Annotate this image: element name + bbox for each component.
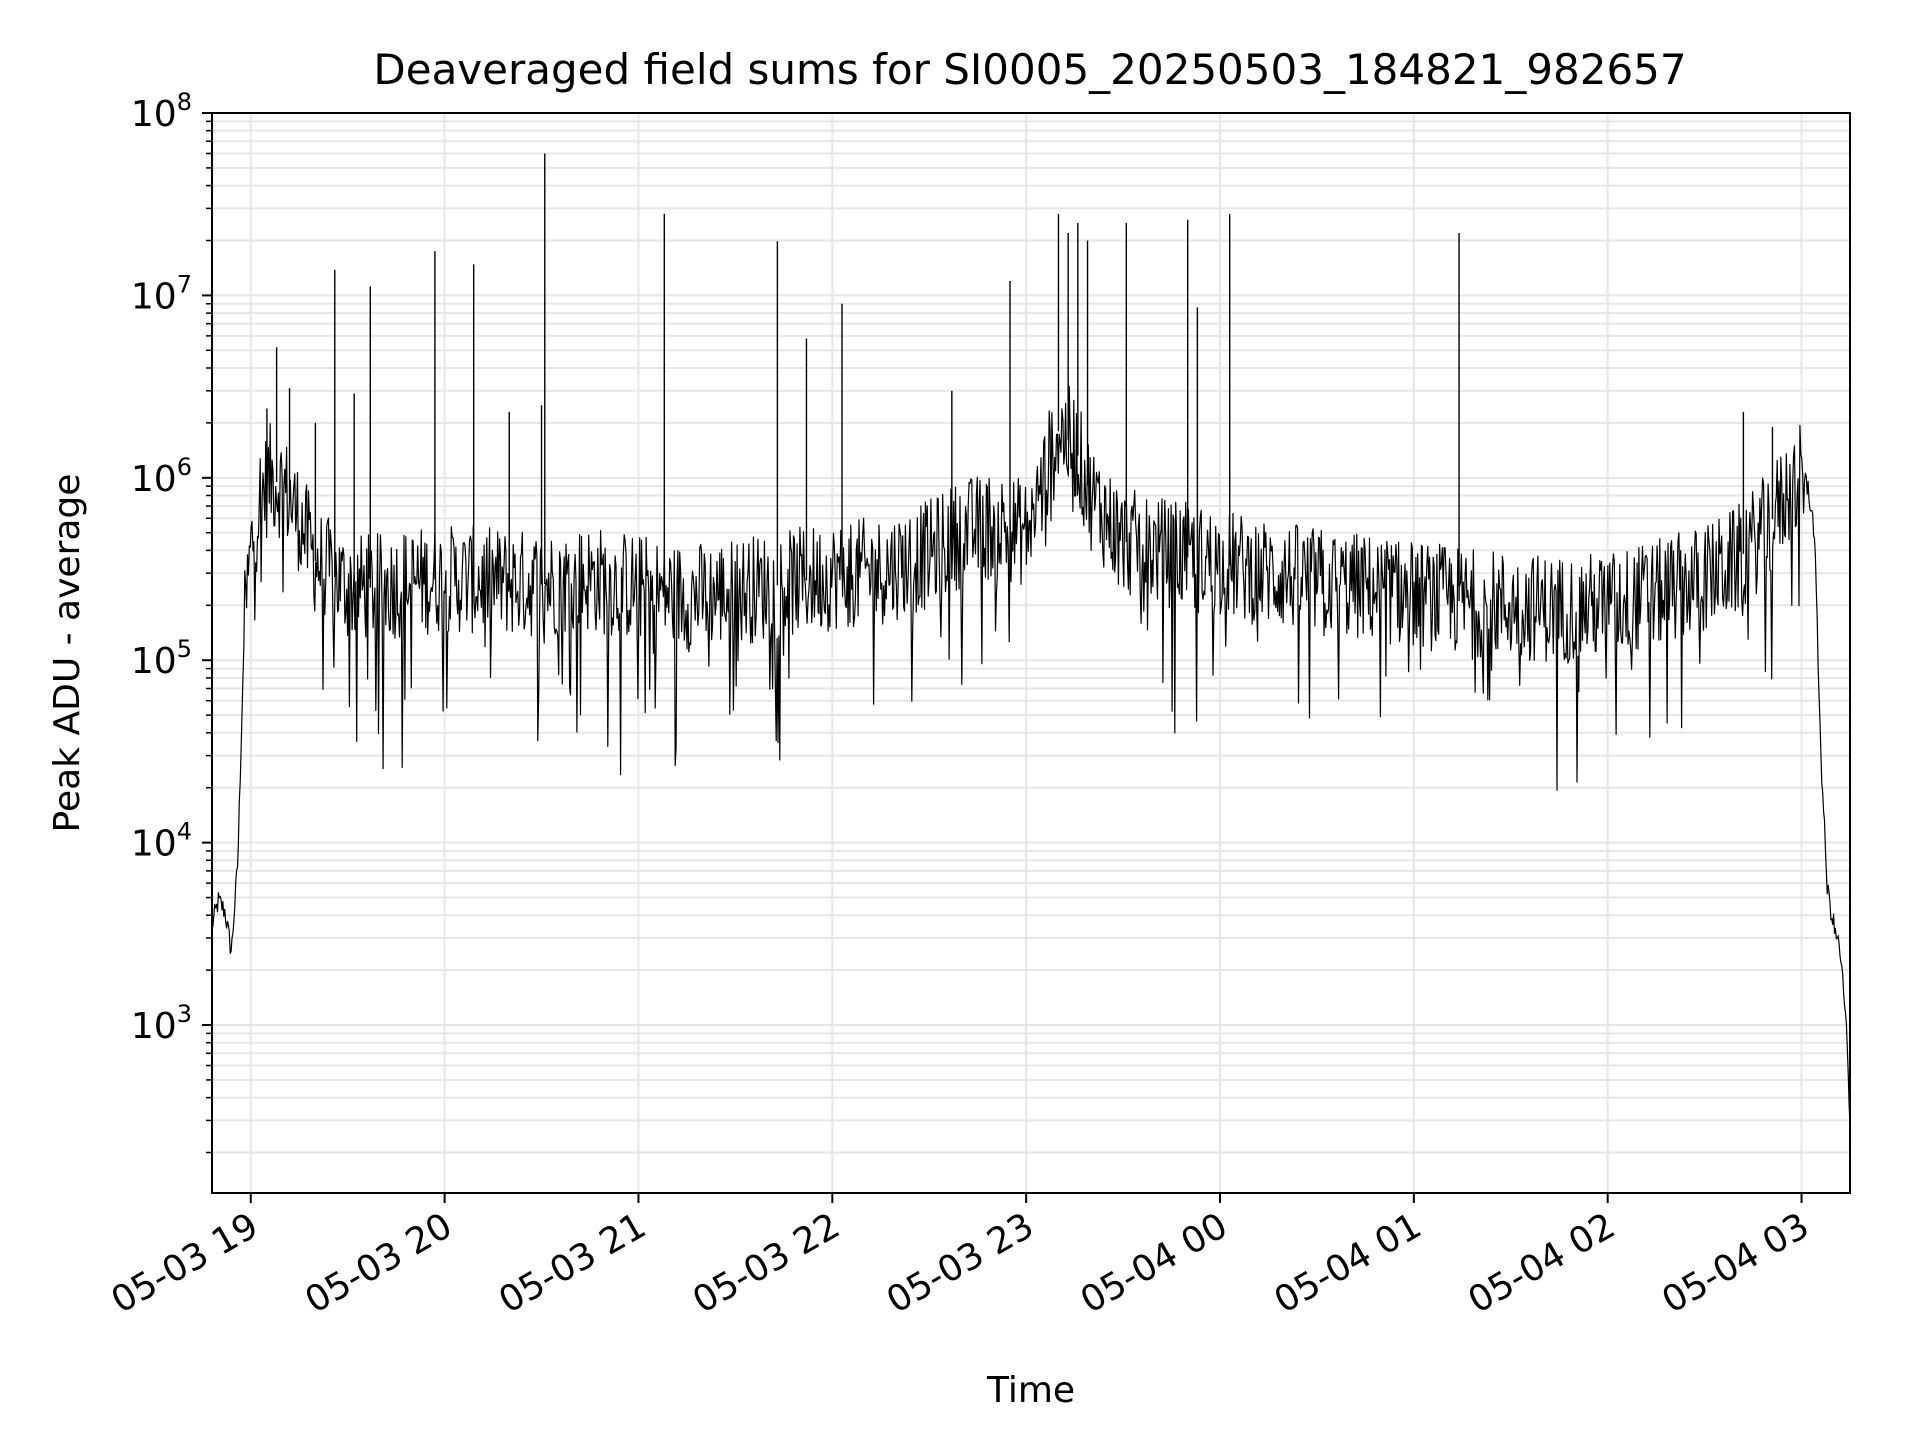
y-tick-label: 107 bbox=[131, 270, 192, 317]
series-line bbox=[211, 153, 1851, 1127]
y-tick-label: 108 bbox=[131, 88, 192, 135]
plot-area bbox=[211, 112, 1851, 1194]
y-tick-label: 104 bbox=[131, 818, 192, 865]
x-axis-label: Time bbox=[986, 1370, 1075, 1411]
y-tick-label: 105 bbox=[131, 635, 192, 682]
y-axis: 103 104 105 106 107 108 bbox=[131, 88, 212, 1154]
y-tick-label: 103 bbox=[131, 1000, 192, 1047]
series-trace bbox=[211, 385, 1851, 1127]
plot-frame bbox=[211, 112, 1851, 1194]
y-tick-label: 106 bbox=[131, 453, 192, 500]
chart-title: Deaveraged field sums for SI0005_2025050… bbox=[373, 45, 1686, 94]
y-axis-label: Peak ADU - average bbox=[47, 474, 88, 833]
